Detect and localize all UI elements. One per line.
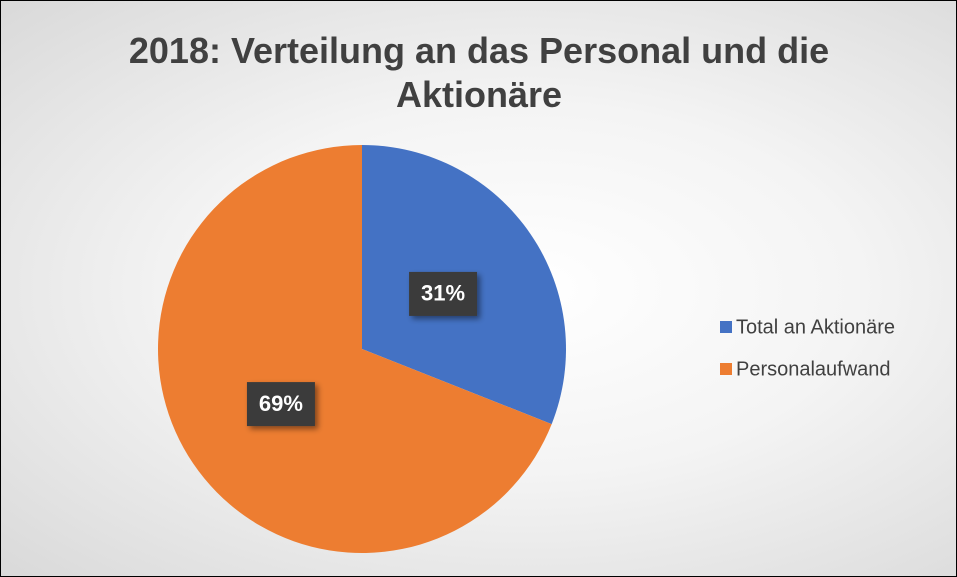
pie-slice — [158, 145, 552, 553]
data-label: 69% — [259, 391, 303, 416]
legend-label: Total an Aktionäre — [736, 316, 895, 338]
data-label-box — [409, 271, 478, 316]
data-label-box — [246, 382, 315, 427]
chart-title: 2018: Verteilung an das Personal und die… — [128, 30, 830, 115]
legend-label: Personalaufwand — [736, 358, 891, 380]
legend-swatch — [720, 321, 732, 333]
legend-swatch — [720, 363, 732, 375]
data-label: 31% — [421, 281, 465, 306]
